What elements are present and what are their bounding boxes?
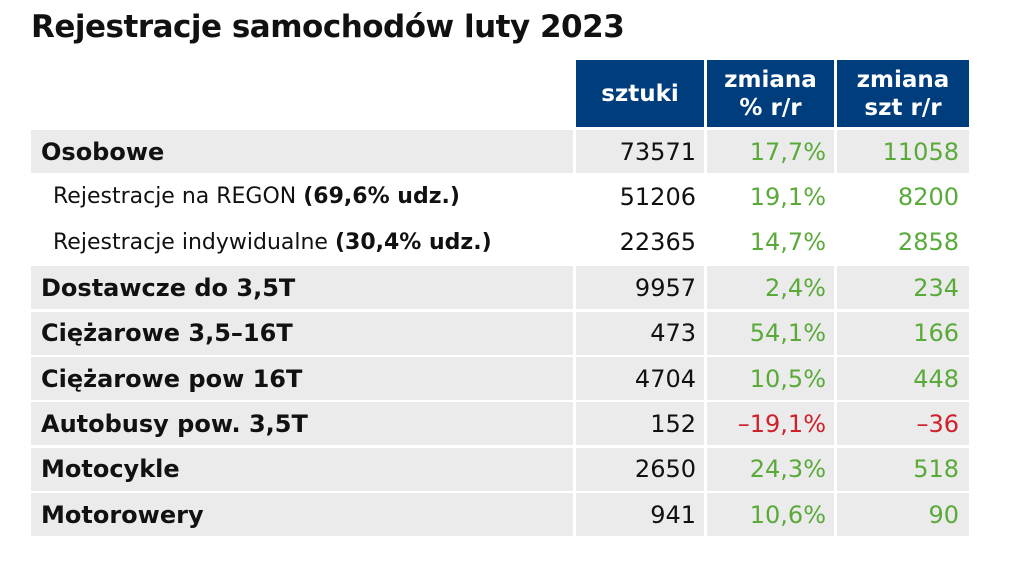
table-row: Motorowery 941 10,6% 90 xyxy=(31,493,969,537)
cell-zmiana-pct: 54,1% xyxy=(707,311,834,355)
row-share: (30,4% udz.) xyxy=(334,229,492,255)
row-label: Motocykle xyxy=(31,447,573,491)
cell-zmiana-pct: 2,4% xyxy=(707,266,834,310)
cell-zmiana-pct: –19,1% xyxy=(707,402,834,446)
column-header-line2: % r/r xyxy=(739,94,802,121)
row-label-text: Rejestracje indywidualne xyxy=(53,229,335,255)
cell-zmiana-pct: 10,6% xyxy=(707,493,834,537)
cell-sztuki: 22365 xyxy=(619,228,696,257)
column-header-line1: zmiana xyxy=(856,66,950,93)
cell-zmiana-szt: 234 xyxy=(837,266,969,310)
column-header-line1: sztuki xyxy=(601,80,679,107)
table-row: Dostawcze do 3,5T 9957 2,4% 234 xyxy=(31,266,969,310)
table-row: Rejestracje indywidualne (30,4% udz.) 223… xyxy=(31,221,969,264)
row-share: (69,6% udz.) xyxy=(303,184,460,210)
cell-zmiana-szt: 8200 xyxy=(897,182,959,211)
table-row: Autobusy pow. 3,5T 152 –19,1% –36 xyxy=(31,402,969,446)
cell-zmiana-pct: 19,1% xyxy=(749,182,826,211)
column-header-line1: zmiana xyxy=(724,66,817,93)
cell-zmiana-pct: 17,7% xyxy=(707,130,834,173)
column-header-zmiana-pct: zmiana % r/r xyxy=(707,60,834,127)
cell-zmiana-szt: 90 xyxy=(837,493,969,537)
row-label-text: Rejestracje na REGON xyxy=(53,184,304,210)
row-label: Ciężarowe pow 16T xyxy=(31,357,573,400)
cell-zmiana-szt: 166 xyxy=(837,311,969,355)
table-row: Motocykle 2650 24,3% 518 xyxy=(31,447,969,491)
row-label: Autobusy pow. 3,5T xyxy=(31,402,573,446)
row-label: Rejestracje indywidualne (30,4% udz.) xyxy=(31,221,573,264)
cell-sztuki: 152 xyxy=(576,402,704,446)
cell-sztuki: 941 xyxy=(576,493,704,537)
table-row: Osobowe 73571 17,7% 11058 xyxy=(31,130,969,173)
cell-zmiana-szt: 448 xyxy=(837,357,969,400)
cell-zmiana-pct: 10,5% xyxy=(707,357,834,400)
row-label-text: Ciężarowe 3,5–16T xyxy=(41,319,293,348)
row-label: Osobowe xyxy=(31,130,573,173)
cell-zmiana-szt: –36 xyxy=(837,402,969,446)
row-label-text: Dostawcze do 3,5T xyxy=(41,273,296,302)
row-label: Dostawcze do 3,5T xyxy=(31,266,573,310)
cell-sztuki: 51206 xyxy=(619,182,696,211)
table-row: Rejestracje na REGON (69,6% udz.) 51206 19… xyxy=(31,175,969,218)
cell-zmiana-szt: 2858 xyxy=(897,228,959,257)
cell-sztuki: 2650 xyxy=(576,447,704,491)
row-label-text: Autobusy pow. 3,5T xyxy=(41,409,308,438)
table-row: Ciężarowe pow 16T 4704 10,5% 448 xyxy=(31,357,969,400)
row-label: Motorowery xyxy=(31,493,573,537)
cell-sztuki: 4704 xyxy=(576,357,704,400)
cell-zmiana-szt: 518 xyxy=(837,447,969,491)
row-label-text: Motorowery xyxy=(41,500,204,529)
cell-sztuki: 473 xyxy=(576,311,704,355)
cell-zmiana-pct: 14,7% xyxy=(749,228,826,257)
cell-sztuki: 9957 xyxy=(576,266,704,310)
cell-sztuki: 73571 xyxy=(576,130,704,173)
row-label-text: Motocykle xyxy=(41,455,180,484)
cell-zmiana-szt: 11058 xyxy=(837,130,969,173)
column-header-sztuki: sztuki xyxy=(576,60,704,127)
chart-title: Rejestracje samochodów luty 2023 xyxy=(31,9,625,45)
column-header-line2: szt r/r xyxy=(864,94,942,121)
table-row: Ciężarowe 3,5–16T 473 54,1% 166 xyxy=(31,311,969,355)
row-label-text: Osobowe xyxy=(41,137,165,166)
column-header-zmiana-szt: zmiana szt r/r xyxy=(837,60,969,127)
row-label: Rejestracje na REGON (69,6% udz.) xyxy=(31,175,573,218)
row-label-text: Ciężarowe pow 16T xyxy=(41,364,303,393)
row-label: Ciężarowe 3,5–16T xyxy=(31,311,573,355)
cell-zmiana-pct: 24,3% xyxy=(707,447,834,491)
